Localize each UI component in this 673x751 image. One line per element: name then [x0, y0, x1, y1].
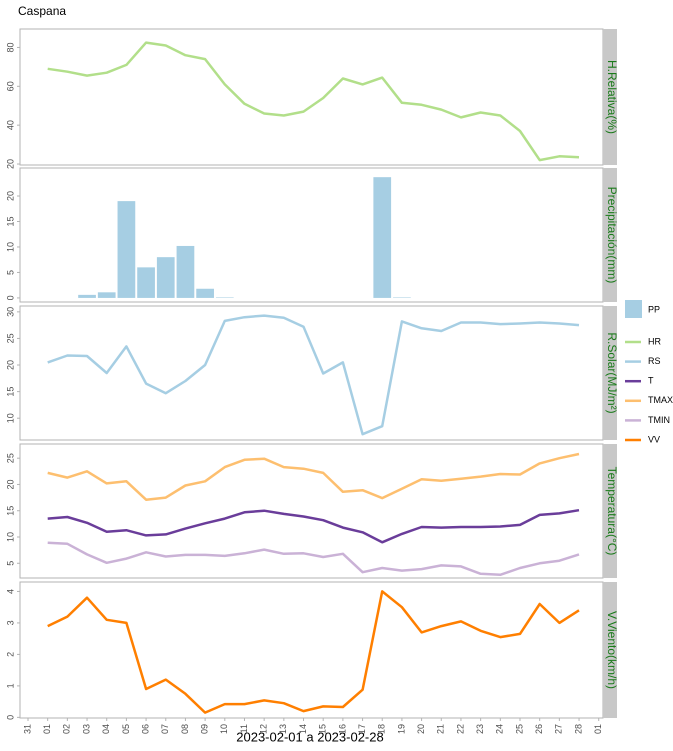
- y-tick-label: 30: [5, 307, 15, 317]
- y-tick-label: 15: [5, 506, 15, 516]
- x-tick-label: 13: [278, 724, 288, 734]
- strip: [603, 306, 617, 440]
- strip-label: H.Relativa(%): [605, 60, 619, 134]
- x-tick-label: 16: [337, 724, 347, 734]
- x-tick-label: 25: [514, 724, 524, 734]
- x-tick-label: 19: [396, 724, 406, 734]
- bar: [196, 288, 214, 298]
- x-tick-label: 28: [573, 724, 583, 734]
- bar: [117, 201, 136, 298]
- panel: [19, 443, 604, 579]
- strip: [603, 29, 617, 165]
- legend-label: HR: [648, 336, 661, 346]
- line: [47, 314, 580, 436]
- y-tick-label: 15: [5, 216, 15, 226]
- bar: [393, 297, 411, 298]
- bar: [137, 267, 155, 298]
- line: [47, 508, 580, 544]
- strip: [603, 168, 617, 302]
- y-tick-label: 20: [5, 159, 15, 169]
- x-tick-label: 31: [22, 724, 32, 734]
- y-tick-label: 0: [5, 295, 15, 300]
- x-tick-label: 04: [101, 724, 111, 734]
- x-tick-label: 21: [436, 724, 446, 734]
- x-tick-label: 20: [416, 724, 426, 734]
- bar: [97, 292, 116, 298]
- y-tick-label: 4: [5, 589, 15, 594]
- y-tick-label: 25: [5, 333, 15, 343]
- x-tick-label: 02: [62, 724, 72, 734]
- y-tick-label: 25: [5, 453, 15, 463]
- x-tick-label: 15: [318, 724, 328, 734]
- y-tick-label: 1: [5, 683, 15, 688]
- x-tick-label: 05: [121, 724, 131, 734]
- x-tick-label: 07: [160, 724, 170, 734]
- panel: [19, 305, 604, 441]
- y-tick-label: 5: [5, 561, 15, 566]
- y-tick-label: 10: [5, 532, 15, 542]
- x-tick-label: 09: [199, 724, 209, 734]
- x-tick-label: 23: [475, 724, 485, 734]
- x-tick-label: 14: [298, 724, 308, 734]
- x-tick-label: 18: [377, 724, 387, 734]
- x-tick-label: 03: [81, 724, 91, 734]
- y-tick-label: 80: [5, 42, 15, 52]
- y-tick-label: 0: [5, 715, 15, 720]
- x-tick-label: 12: [259, 724, 269, 734]
- y-tick-label: 20: [5, 191, 15, 201]
- line: [47, 590, 580, 714]
- y-tick-label: 10: [5, 242, 15, 252]
- x-axis-label: 2023-02-01 a 2023-02-28: [236, 729, 383, 744]
- y-tick-label: 3: [5, 620, 15, 625]
- y-tick-label: 15: [5, 387, 15, 397]
- panel: [19, 581, 604, 719]
- strip-label: Temperatura(°C): [605, 467, 619, 556]
- bar: [215, 297, 234, 298]
- strip: [603, 582, 617, 718]
- x-tick-label: 22: [455, 724, 465, 734]
- chart-title: Caspana: [18, 4, 66, 18]
- legend-label: RS: [648, 356, 661, 366]
- line: [47, 541, 580, 577]
- x-tick-label: 01: [42, 724, 52, 734]
- strip-label: R.Solar(MJ/m²): [605, 332, 619, 413]
- x-tick-label: 26: [534, 724, 544, 734]
- line: [47, 452, 580, 501]
- legend-label: TMIN: [648, 415, 670, 425]
- strip-label: V.Viento(km/h): [605, 611, 619, 689]
- y-tick-label: 2: [5, 652, 15, 657]
- x-tick-label: 24: [495, 724, 505, 734]
- y-tick-label: 5: [5, 270, 15, 275]
- y-tick-label: 20: [5, 479, 15, 489]
- bar: [78, 294, 96, 298]
- bar: [156, 257, 175, 298]
- legend-label: VV: [648, 434, 660, 444]
- x-tick-label: 10: [219, 724, 229, 734]
- panel: [19, 28, 604, 166]
- x-tick-label: 01: [593, 724, 603, 734]
- x-tick-label: 06: [140, 724, 150, 734]
- legend-key: [625, 300, 642, 318]
- legend-label: T: [648, 376, 654, 386]
- legend-label: TMAX: [648, 395, 673, 405]
- bar: [373, 177, 392, 298]
- y-tick-label: 60: [5, 81, 15, 91]
- bar: [176, 245, 195, 298]
- strip: [603, 444, 617, 578]
- y-tick-label: 20: [5, 360, 15, 370]
- x-tick-label: 08: [180, 724, 190, 734]
- x-tick-label: 27: [554, 724, 564, 734]
- x-tick-label: 17: [357, 724, 367, 734]
- strip-label: Precipitación(mm): [605, 187, 619, 284]
- x-tick-label: 11: [239, 724, 249, 733]
- y-tick-label: 40: [5, 120, 15, 130]
- line: [47, 41, 580, 162]
- panel: [19, 167, 604, 303]
- legend-label: PP: [648, 304, 660, 314]
- y-tick-label: 10: [5, 413, 15, 423]
